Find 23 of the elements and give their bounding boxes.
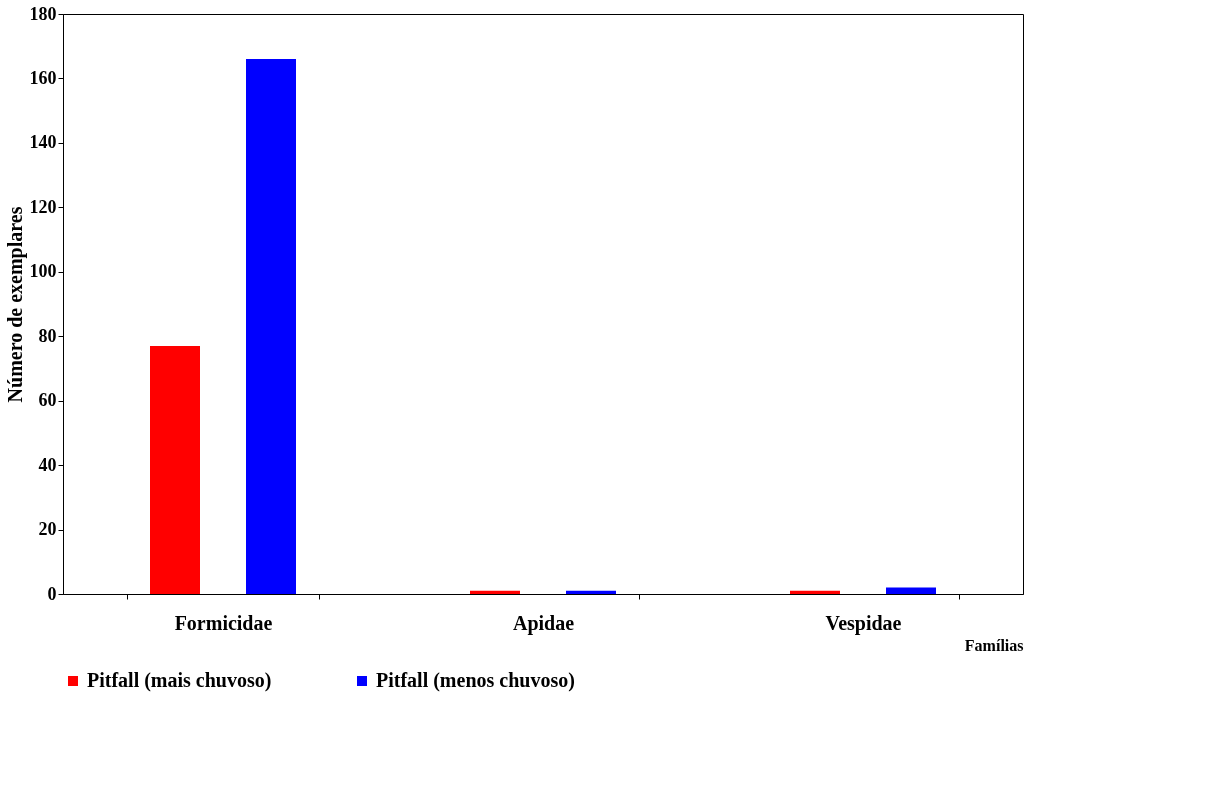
y-tick-label: 180 <box>29 3 57 24</box>
bar <box>566 590 616 594</box>
bar <box>246 59 296 594</box>
y-tick-label: 100 <box>29 261 57 282</box>
y-tick-label: 20 <box>38 519 57 540</box>
x-axis-title: Famílias <box>964 636 1024 654</box>
y-tick-label: 40 <box>38 454 57 475</box>
bar <box>886 587 936 594</box>
y-tick-label: 0 <box>47 583 57 604</box>
x-tick-label: Apidae <box>512 611 575 635</box>
y-axis-title: Número de exemplares <box>3 206 27 403</box>
y-tick-label: 140 <box>29 132 57 153</box>
legend-label: Pitfall (menos chuvoso) <box>376 669 575 692</box>
legend-label: Pitfall (mais chuvoso) <box>87 669 272 692</box>
x-tick-label: Vespidae <box>825 611 902 635</box>
y-tick-label: 120 <box>29 196 57 217</box>
y-tick-label: 160 <box>29 67 57 88</box>
bar <box>150 345 200 594</box>
y-tick-label: 60 <box>38 390 57 411</box>
bar <box>790 590 840 594</box>
y-tick-label: 80 <box>38 325 57 346</box>
x-tick-label: Formicidae <box>174 611 273 634</box>
bar <box>470 590 520 594</box>
